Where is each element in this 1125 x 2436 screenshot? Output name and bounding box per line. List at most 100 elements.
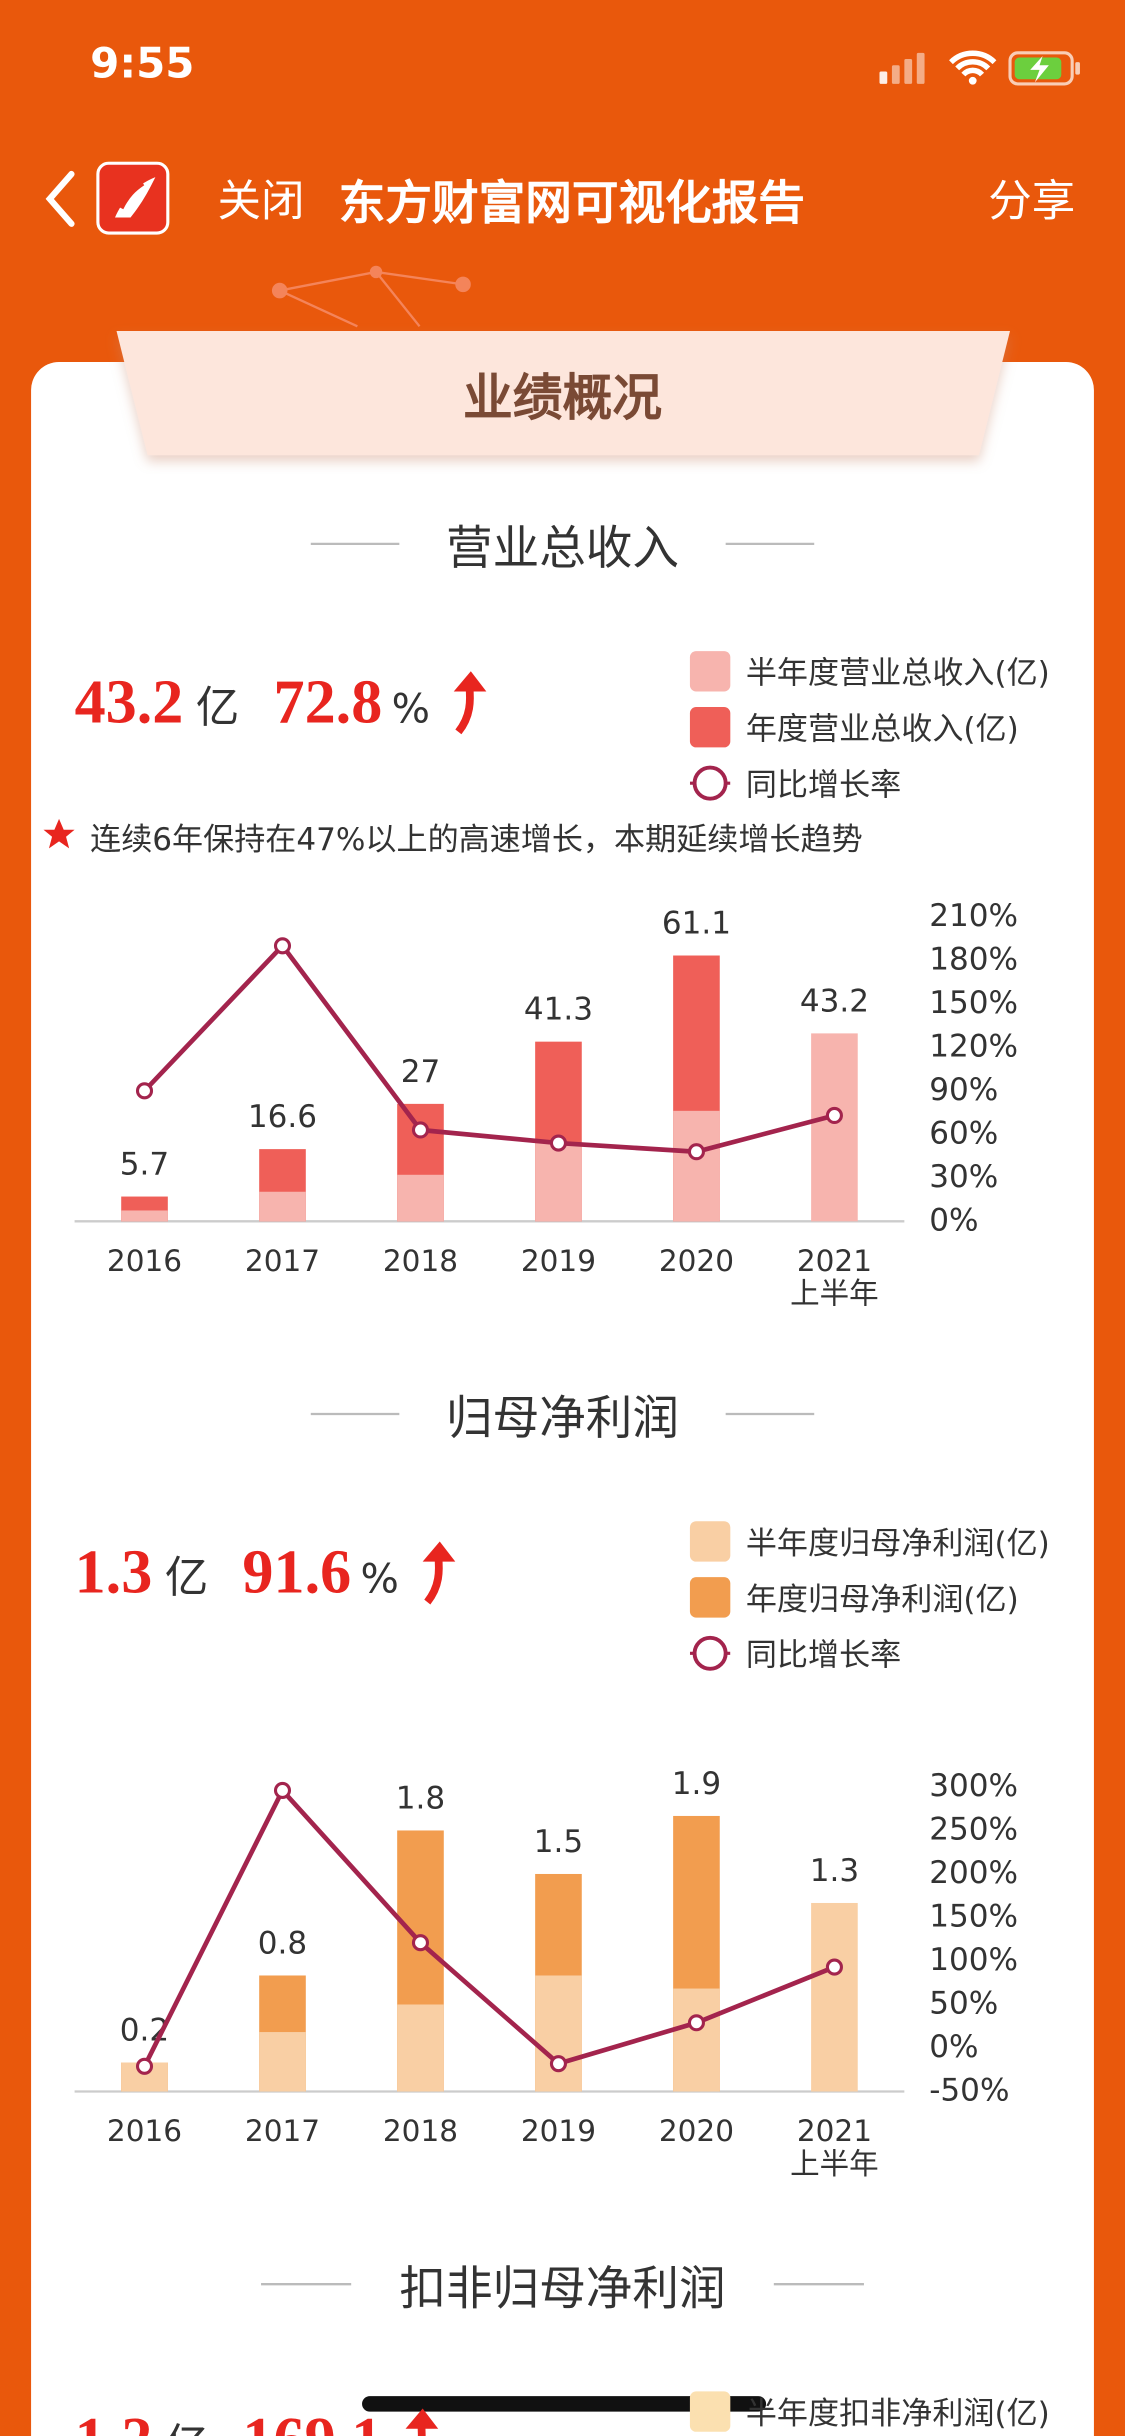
y2-tick-label: 250% xyxy=(929,1811,1018,1847)
note: 连续6年保持在47%以上的高速增长，本期延续增长趋势 xyxy=(90,820,863,858)
up-arrow xyxy=(422,1541,455,1605)
x-tick-label: 2018 xyxy=(382,2114,459,2150)
bar xyxy=(259,1191,306,1222)
legend-swatch xyxy=(689,706,731,747)
bar xyxy=(397,1174,444,1222)
y2-tick-label: 200% xyxy=(929,1855,1018,1891)
back-button[interactable] xyxy=(45,170,75,227)
section-subtitle: 归母净利润 xyxy=(445,1392,680,1447)
y2-tick-label: 210% xyxy=(929,898,1018,934)
x-tick-label: 2019 xyxy=(520,1244,597,1279)
legend-item: 同比增长率 xyxy=(689,1630,901,1675)
y2-tick-label: 120% xyxy=(929,1028,1018,1064)
legend-label: 半年度扣非净利润(亿) xyxy=(745,2394,1050,2432)
status-time: 9:55 xyxy=(90,40,195,89)
decoration xyxy=(271,265,471,328)
x-tick-label: 2017 xyxy=(244,1244,321,1279)
data-label: 43.2 xyxy=(800,983,869,1019)
x-tick-label: 2021 上半年 xyxy=(790,1244,879,1312)
y2-tick-label: 0% xyxy=(929,1202,978,1238)
growth-point xyxy=(549,1134,568,1152)
legend-item: 年度归母净利润(亿) xyxy=(689,1574,1019,1619)
y2-tick-label: 100% xyxy=(929,1942,1018,1978)
growth-line xyxy=(142,1786,836,2068)
legend-item: 半年度扣非净利润(亿) xyxy=(689,2388,1050,2433)
bar xyxy=(673,1110,720,1222)
section-tab xyxy=(116,330,1011,456)
headline-value: 1.2 xyxy=(75,2402,153,2436)
close-button[interactable]: 关闭 xyxy=(217,175,305,227)
note-star xyxy=(43,818,75,849)
growth-point xyxy=(825,1106,843,1125)
headline-growth-unit: % xyxy=(360,1556,399,1604)
legend-swatch xyxy=(689,1635,731,1671)
data-label: 0.8 xyxy=(258,1925,307,1961)
legend-swatch xyxy=(689,1520,731,1561)
nav-icons xyxy=(45,161,170,235)
status-icons xyxy=(879,50,1080,86)
headline: 1.3 亿 91.6% xyxy=(75,1535,465,1608)
legend-item: 半年度归母净利润(亿) xyxy=(689,1518,1050,1563)
growth-point xyxy=(687,1143,705,1161)
growth-point xyxy=(135,2057,154,2075)
y2-tick-label: 60% xyxy=(929,1115,998,1151)
y2-tick-label: -50% xyxy=(929,2073,1009,2109)
section-title: 业绩概况 xyxy=(463,368,662,428)
legend-swatch xyxy=(689,1576,731,1617)
y2-tick-label: 180% xyxy=(929,941,1018,977)
headline-unit: 亿 xyxy=(165,2412,209,2436)
data-label: 16.6 xyxy=(248,1099,317,1135)
legend-item: 同比增长率 xyxy=(689,760,902,805)
y2-tick-label: 30% xyxy=(929,1159,998,1195)
bar xyxy=(535,1143,582,1222)
data-label: 41.3 xyxy=(524,992,593,1028)
x-tick-label: 2017 xyxy=(244,2114,321,2150)
headline-unit: 亿 xyxy=(164,1552,209,1604)
data-label: 1.5 xyxy=(534,1824,583,1860)
growth-point xyxy=(549,2055,568,2073)
legend-swatch xyxy=(689,650,731,691)
headline-growth-unit: % xyxy=(391,686,431,734)
x-tick-label: 2018 xyxy=(382,1244,459,1279)
section-subtitle: 营业总收入 xyxy=(445,522,680,577)
headline-value: 43.2 xyxy=(74,666,184,737)
bar xyxy=(535,1975,582,2092)
growth-point xyxy=(825,1958,843,1976)
legend-label: 年度归母净利润(亿) xyxy=(745,1580,1019,1618)
up-arrow xyxy=(453,671,486,735)
up-arrow xyxy=(405,2408,439,2436)
growth-point xyxy=(411,1934,430,1952)
headline: 1.2 亿 169.1 xyxy=(75,2402,448,2436)
data-label: 27 xyxy=(401,1054,441,1090)
headline: 43.2 亿 72.8% xyxy=(75,665,496,738)
home-indicator xyxy=(362,2396,767,2412)
x-tick-label: 2016 xyxy=(106,2114,183,2150)
headline-value: 1.3 xyxy=(74,1536,153,1607)
y2-tick-label: 150% xyxy=(929,985,1018,1021)
bar xyxy=(673,1988,720,2092)
headline-growth: 169.1 xyxy=(242,2402,382,2436)
x-tick-label: 2016 xyxy=(106,1244,183,1279)
legend-item: 年度营业总收入(亿) xyxy=(689,704,1019,749)
data-label: 61.1 xyxy=(662,905,731,941)
legend-swatch xyxy=(689,2390,731,2432)
y2-tick-label: 150% xyxy=(929,1898,1018,1934)
growth-point xyxy=(273,937,292,955)
share-button[interactable]: 分享 xyxy=(988,175,1076,227)
legend-item: 半年度营业总收入(亿) xyxy=(689,648,1050,693)
legend-label: 同比增长率 xyxy=(745,766,902,804)
legend-label: 半年度归母净利润(亿) xyxy=(745,1524,1050,1562)
bar xyxy=(397,2004,444,2092)
bar xyxy=(121,1210,168,1222)
growth-point xyxy=(687,2014,705,2032)
data-label: 5.7 xyxy=(120,1146,169,1182)
headline-unit: 亿 xyxy=(195,682,240,734)
data-label: 1.3 xyxy=(810,1853,859,1889)
growth-line xyxy=(142,942,836,1155)
headline-growth: 91.6 xyxy=(242,1536,352,1607)
section-subtitle: 扣非归母净利润 xyxy=(399,2262,726,2317)
y2-tick-label: 90% xyxy=(929,1072,998,1108)
y2-tick-label: 300% xyxy=(929,1768,1018,1804)
